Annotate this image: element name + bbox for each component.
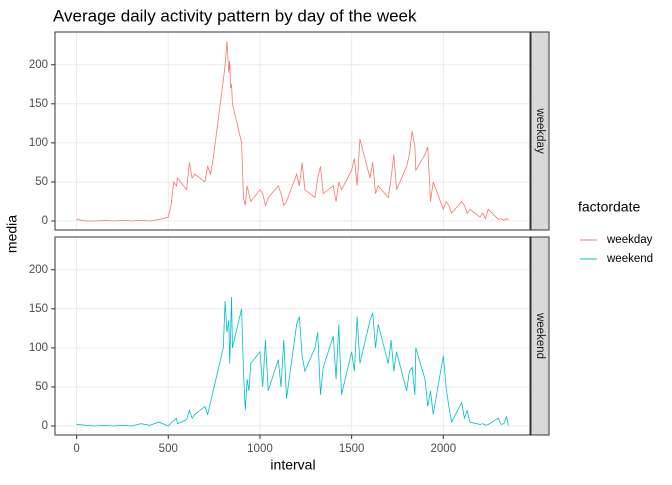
legend-label: weekend (606, 253, 653, 265)
data-line (76, 41, 509, 222)
y-tick-label: 0 (42, 215, 48, 227)
panel-border (54, 236, 531, 436)
strip-label: weekday (534, 107, 546, 154)
y-tick-label: 150 (29, 98, 48, 110)
legend-title: factordate (578, 199, 640, 215)
y-tick-label: 0 (42, 420, 48, 432)
panel-background (55, 32, 530, 230)
y-tick-label: 50 (35, 176, 48, 188)
x-tick-label: 0 (73, 443, 79, 455)
x-tick-label: 1500 (339, 443, 365, 455)
x-axis-label: interval (270, 457, 315, 473)
chart-title: Average daily activity pattern by day of… (53, 6, 417, 25)
data-line (76, 297, 509, 427)
x-tick-label: 500 (159, 443, 178, 455)
panel-background (55, 237, 530, 435)
x-tick-label: 1000 (247, 443, 273, 455)
y-axis-label: media (4, 215, 20, 253)
legend-label: weekday (606, 234, 653, 246)
strip (530, 31, 550, 231)
y-tick-label: 50 (35, 381, 48, 393)
y-tick-label: 200 (29, 264, 48, 276)
y-tick-label: 100 (29, 137, 48, 149)
y-tick-label: 100 (29, 342, 48, 354)
strip-label: weekend (534, 312, 546, 359)
x-tick-label: 2000 (431, 443, 457, 455)
strip (530, 236, 550, 436)
panel-border (54, 31, 531, 231)
y-tick-label: 150 (29, 303, 48, 315)
y-tick-label: 200 (29, 59, 48, 71)
